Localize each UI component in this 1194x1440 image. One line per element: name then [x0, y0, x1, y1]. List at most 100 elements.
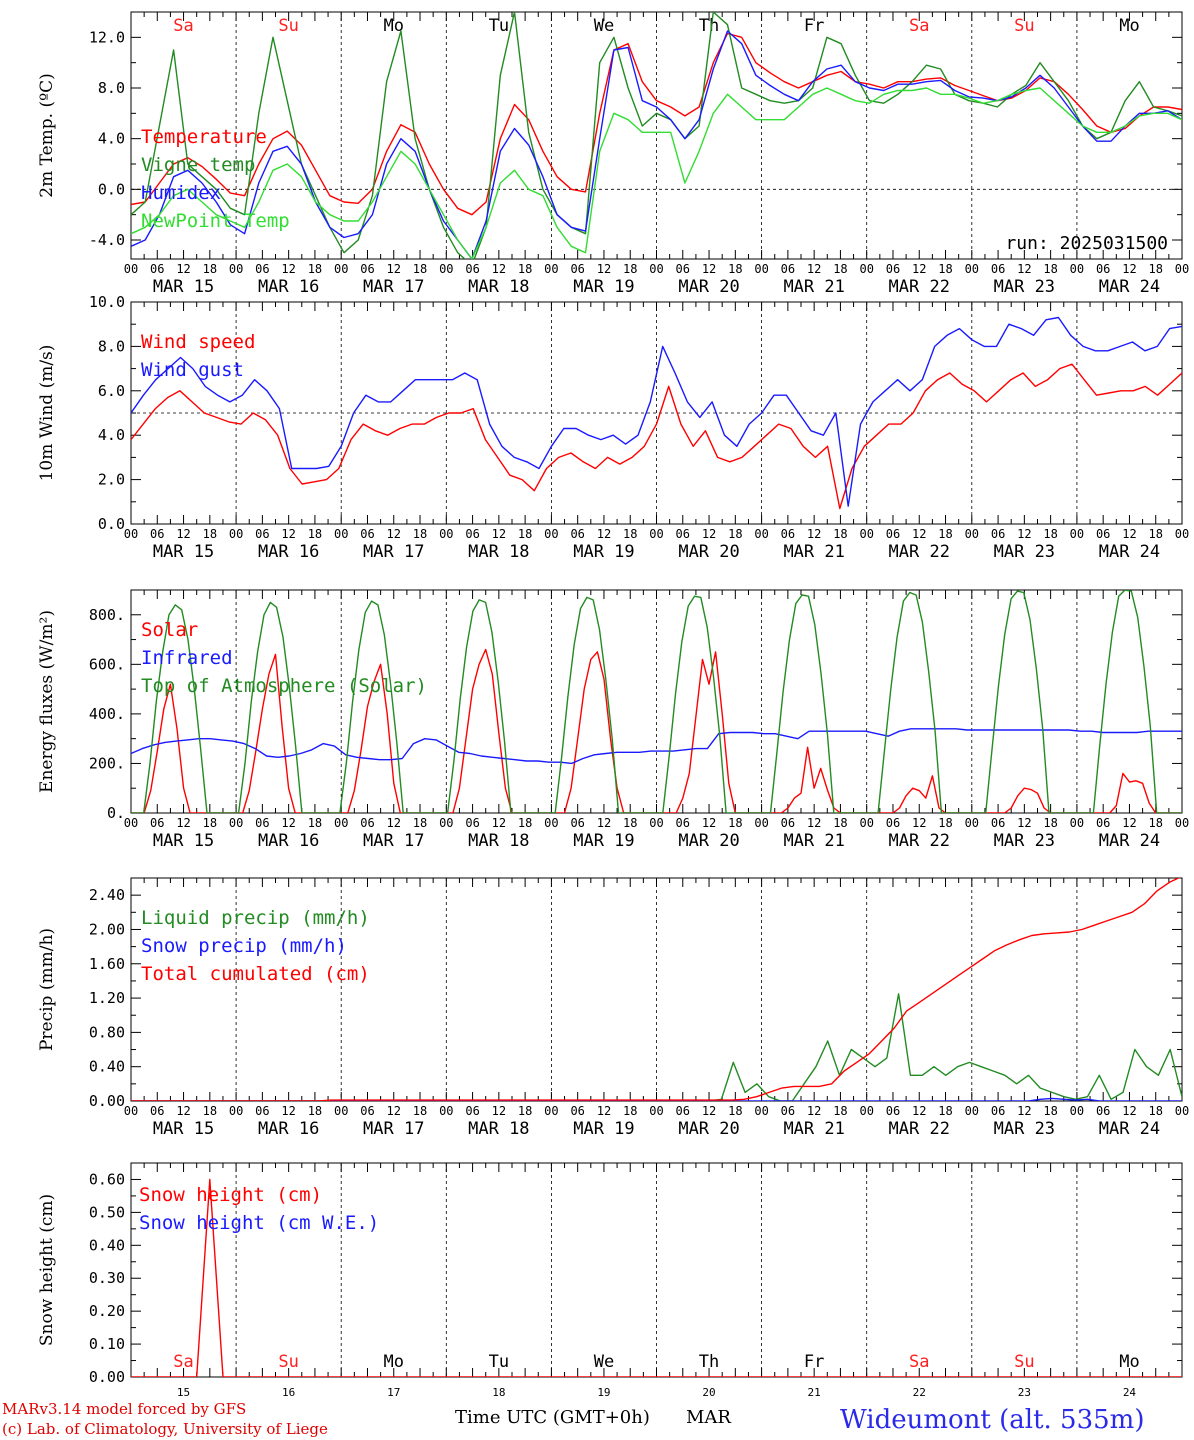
- day-number-label: 15: [177, 1386, 190, 1399]
- day-of-week-label: Sa: [173, 16, 193, 36]
- hour-label: 06: [150, 1104, 164, 1118]
- hour-label: 00: [229, 527, 243, 541]
- hour-label: 06: [570, 262, 584, 276]
- day-of-week-label: Mo: [1119, 16, 1139, 36]
- hour-label: 06: [886, 527, 900, 541]
- hour-label: 18: [413, 816, 427, 830]
- y-tick-label: 4.0: [98, 130, 125, 148]
- y-tick-label: 0.30: [89, 1269, 125, 1287]
- date-label: MAR 20: [678, 277, 739, 297]
- hour-label: 00: [1175, 816, 1189, 830]
- hour-label: 12: [597, 1104, 611, 1118]
- day-of-week-label: We: [594, 1352, 614, 1372]
- hour-label: 12: [1122, 1104, 1136, 1118]
- hour-label: 06: [150, 262, 164, 276]
- hour-label: 00: [124, 527, 138, 541]
- day-of-week-label: Su: [1014, 1352, 1034, 1372]
- date-label: MAR 16: [258, 1119, 319, 1139]
- hour-label: 12: [807, 527, 821, 541]
- hour-label: 18: [308, 816, 322, 830]
- hour-label: 06: [255, 527, 269, 541]
- y-tick-label: 2.00: [89, 920, 125, 938]
- day-number-label: 20: [702, 1386, 715, 1399]
- hour-label: 00: [1070, 1104, 1084, 1118]
- day-of-week-label: Sa: [173, 1352, 193, 1372]
- hour-label: 06: [991, 262, 1005, 276]
- hour-label: 00: [965, 816, 979, 830]
- hour-label: 00: [1175, 527, 1189, 541]
- hour-label: 00: [439, 262, 453, 276]
- legend-entry: Snow height (cm W.E.): [139, 1212, 379, 1234]
- hour-label: 12: [281, 262, 295, 276]
- hour-label: 06: [1096, 262, 1110, 276]
- date-label: MAR 21: [783, 1119, 844, 1139]
- legend-entry: Liquid precip (mm/h): [141, 907, 370, 929]
- date-label: MAR 19: [573, 542, 634, 562]
- hour-label: 00: [544, 527, 558, 541]
- hour-label: 06: [781, 262, 795, 276]
- date-label: MAR 19: [573, 831, 634, 851]
- hour-label: 18: [728, 816, 742, 830]
- hour-label: 06: [886, 816, 900, 830]
- hour-label: 06: [781, 816, 795, 830]
- y-tick-label: 12.0: [89, 28, 125, 46]
- date-label: MAR 15: [153, 542, 214, 562]
- hour-label: 00: [124, 1104, 138, 1118]
- day-of-week-label: Su: [278, 16, 298, 36]
- hour-label: 00: [754, 527, 768, 541]
- panel-snow: 15 16 17 18 19 20 21 22 23 24 Sa Su Mo Tu We Th Fr Sa Su Mo…: [37, 1162, 1183, 1399]
- station-name: Wideumont (alt. 535m): [840, 1405, 1144, 1435]
- hour-label: 06: [676, 527, 690, 541]
- hour-label: 06: [465, 527, 479, 541]
- hour-label: 06: [886, 1104, 900, 1118]
- hour-label: 00: [334, 1104, 348, 1118]
- hour-label: 18: [833, 527, 847, 541]
- series-line-solar: [131, 648, 1182, 813]
- day-number-label: 17: [387, 1386, 400, 1399]
- hour-label: 18: [308, 262, 322, 276]
- y-tick-label: 600.: [89, 655, 125, 673]
- date-label: MAR 23: [994, 542, 1055, 562]
- day-of-week-label: Th: [699, 16, 719, 36]
- hour-label: 12: [176, 1104, 190, 1118]
- hour-label: 12: [597, 527, 611, 541]
- hour-label: 00: [754, 262, 768, 276]
- day-number-label: 24: [1123, 1386, 1137, 1399]
- hour-label: 06: [991, 816, 1005, 830]
- hour-label: 12: [807, 816, 821, 830]
- day-of-week-label: Th: [699, 1352, 719, 1372]
- hour-label: 00: [649, 1104, 663, 1118]
- hour-label: 12: [387, 816, 401, 830]
- date-label: MAR 24: [1099, 277, 1160, 297]
- hour-label: 18: [518, 527, 532, 541]
- y-tick-label: 0.80: [89, 1023, 125, 1041]
- y-tick-label: 0.60: [89, 1170, 125, 1188]
- y-tick-label: 0.40: [89, 1236, 125, 1254]
- hour-label: 12: [912, 816, 926, 830]
- hour-label: 06: [781, 527, 795, 541]
- hour-label: 18: [938, 816, 952, 830]
- series-line-wind-speed: [131, 363, 1182, 510]
- legend-entry: Wind speed: [141, 331, 255, 353]
- hour-label: 12: [1122, 816, 1136, 830]
- y-tick-label: 2.0: [98, 471, 125, 489]
- run-label: run: 2025031500: [1005, 233, 1168, 254]
- hour-label: 18: [623, 262, 637, 276]
- date-label: MAR 15: [153, 831, 214, 851]
- date-label: MAR 18: [468, 1119, 529, 1139]
- date-label: MAR 20: [678, 1119, 739, 1139]
- hour-label: 12: [281, 816, 295, 830]
- date-label: MAR 24: [1099, 542, 1160, 562]
- day-of-week-label: Fr: [804, 1352, 824, 1372]
- legend-entry: Solar: [141, 619, 198, 641]
- hour-label: 06: [676, 262, 690, 276]
- hour-label: 00: [859, 527, 873, 541]
- y-tick-label: 2.40: [89, 886, 125, 904]
- day-of-week-label: Su: [1014, 16, 1034, 36]
- day-of-week-label: Fr: [804, 16, 824, 36]
- hour-label: 12: [281, 1104, 295, 1118]
- date-label: MAR 22: [889, 542, 950, 562]
- day-number-label: 23: [1018, 1386, 1031, 1399]
- hour-label: 06: [150, 816, 164, 830]
